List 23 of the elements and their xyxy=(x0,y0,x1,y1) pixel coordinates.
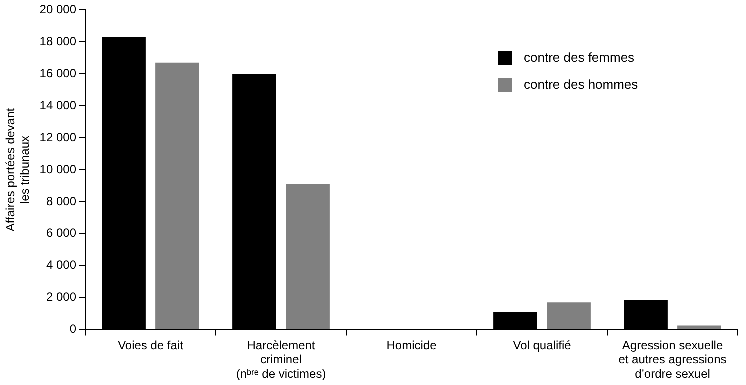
x-tick-label: Voies de fait xyxy=(118,338,184,352)
legend-label: contre des hommes xyxy=(524,77,638,92)
y-tick-label: 10 000 xyxy=(40,162,77,176)
x-tick-label: Agression sexuelle et autres agressions d’ordre sexuel xyxy=(618,338,727,382)
legend-label: contre des femmes xyxy=(524,50,635,66)
y-axis-title: Affaires portées devant les tribunaux xyxy=(4,108,32,232)
bar xyxy=(547,302,591,330)
x-tick-label: Harcèlement criminel (nᵇʳᵉ de victimes) xyxy=(236,338,326,382)
bar xyxy=(156,62,200,330)
y-tick-label: 2 000 xyxy=(46,290,77,304)
x-tick-label: Homicide xyxy=(386,338,438,352)
bar xyxy=(678,326,722,330)
y-tick-label: 18 000 xyxy=(40,34,77,48)
y-tick-label: 4 000 xyxy=(46,258,77,272)
y-tick-label: 0 xyxy=(70,322,77,336)
y-tick-label: 8 000 xyxy=(46,194,77,208)
y-tick-label: 20 000 xyxy=(40,2,77,17)
y-tick-label: 16 000 xyxy=(40,66,77,80)
y-tick-label: 6 000 xyxy=(46,226,77,240)
bar xyxy=(286,184,330,330)
y-tick-label: 12 000 xyxy=(40,130,77,144)
y-tick-label: 14 000 xyxy=(40,98,77,112)
x-tick-label: Vol qualifié xyxy=(513,338,572,352)
